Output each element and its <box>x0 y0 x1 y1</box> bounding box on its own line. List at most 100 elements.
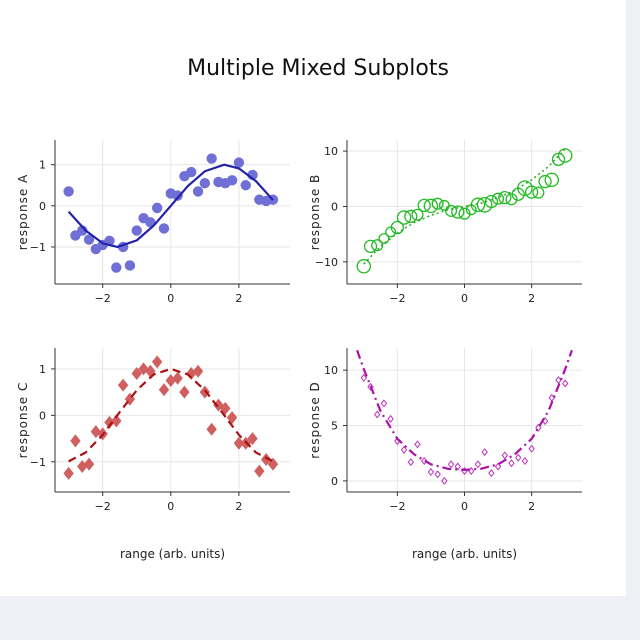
data-point <box>476 196 493 213</box>
data-point <box>206 422 217 436</box>
data-point <box>557 148 573 163</box>
x-tick-label: 2 <box>235 292 242 305</box>
data-point <box>63 466 74 480</box>
subplots-svg: Multiple Mixed Subplots −2 0 2−101response… <box>16 56 582 561</box>
data-point <box>515 453 522 462</box>
data-point <box>192 364 204 378</box>
data-point <box>524 185 539 199</box>
data-point <box>481 448 488 457</box>
data-point <box>83 457 95 471</box>
data-point <box>528 444 535 453</box>
data-point <box>451 205 465 219</box>
data-point <box>494 462 502 471</box>
data-point <box>378 233 390 245</box>
x-tick-label: 0 <box>461 292 468 305</box>
subplot-2: −2 0 2 −10 0 10 response B <box>308 140 582 305</box>
y-tick-label: 0 <box>331 475 338 488</box>
data-point <box>535 423 542 432</box>
data-point <box>247 432 258 446</box>
data-point <box>199 178 211 189</box>
x-tick-label: −2 <box>95 500 111 513</box>
data-point <box>233 436 245 450</box>
y-tick-label: 0 <box>39 409 46 422</box>
data-point <box>124 260 136 271</box>
data-point <box>158 383 170 397</box>
data-point <box>77 459 88 473</box>
y-tick-label: 0 <box>39 200 46 213</box>
data-point <box>131 225 142 236</box>
data-point <box>186 166 197 178</box>
data-point <box>427 468 435 477</box>
data-point <box>138 362 149 376</box>
x-tick-label: 2 <box>528 292 535 305</box>
data-point <box>111 414 122 428</box>
data-point <box>538 174 552 189</box>
data-point <box>521 456 529 465</box>
x-tick-label: 0 <box>167 292 174 305</box>
data-point <box>158 223 170 234</box>
x-axis-label: range (arb. units) <box>120 547 225 561</box>
y-axis-label: response D <box>308 381 322 459</box>
data-point <box>117 378 129 392</box>
data-point <box>423 198 439 214</box>
data-point <box>414 440 421 449</box>
data-point <box>206 153 217 164</box>
data-point <box>501 451 508 460</box>
data-point <box>380 399 388 408</box>
y-tick-label: 10 <box>324 364 338 377</box>
data-point <box>179 385 190 399</box>
data-point <box>151 202 163 214</box>
data-point <box>404 209 418 224</box>
data-point <box>447 460 455 469</box>
data-point <box>431 197 444 210</box>
y-tick-label: −1 <box>30 456 46 469</box>
data-point <box>555 376 562 385</box>
series-line <box>363 148 566 265</box>
data-point <box>70 434 81 448</box>
data-point <box>458 207 471 220</box>
x-tick-label: −2 <box>95 292 111 305</box>
data-point <box>474 460 482 469</box>
series-line <box>67 163 274 249</box>
data-point <box>411 208 424 221</box>
data-point <box>505 193 518 206</box>
y-tick-label: 10 <box>324 145 338 158</box>
data-point <box>454 462 461 471</box>
data-point <box>498 190 512 205</box>
data-point <box>367 382 374 391</box>
data-point <box>220 401 231 415</box>
x-axis-label: range (arb. units) <box>412 547 517 561</box>
y-axis-label: response C <box>16 382 30 459</box>
data-point <box>254 464 265 478</box>
data-point <box>356 259 372 274</box>
y-tick-label: 5 <box>331 420 338 433</box>
y-tick-label: 1 <box>39 159 46 172</box>
y-tick-label: −10 <box>315 256 338 269</box>
data-point <box>131 367 142 381</box>
x-tick-label: 0 <box>461 500 468 513</box>
data-point <box>544 172 560 188</box>
y-tick-label: 1 <box>39 363 46 376</box>
series-line <box>356 349 573 471</box>
data-point <box>532 186 545 199</box>
data-point <box>562 379 569 388</box>
y-tick-label: −1 <box>30 241 46 254</box>
data-point <box>374 410 381 419</box>
data-point <box>407 458 414 467</box>
data-point <box>492 192 505 205</box>
data-point <box>417 198 431 213</box>
x-tick-label: −2 <box>389 500 405 513</box>
data-point <box>385 226 397 238</box>
data-point <box>151 355 163 369</box>
data-point <box>199 385 211 399</box>
data-point <box>434 470 441 479</box>
data-point <box>400 445 408 454</box>
data-point <box>111 262 122 273</box>
data-point <box>488 469 495 478</box>
x-tick-label: −2 <box>389 292 405 305</box>
x-tick-label: 2 <box>528 500 535 513</box>
y-tick-label: 0 <box>331 200 338 213</box>
data-point <box>172 190 183 201</box>
subplot-3: −2 0 2 −1 0 1 response C range (arb. units) <box>16 348 290 561</box>
